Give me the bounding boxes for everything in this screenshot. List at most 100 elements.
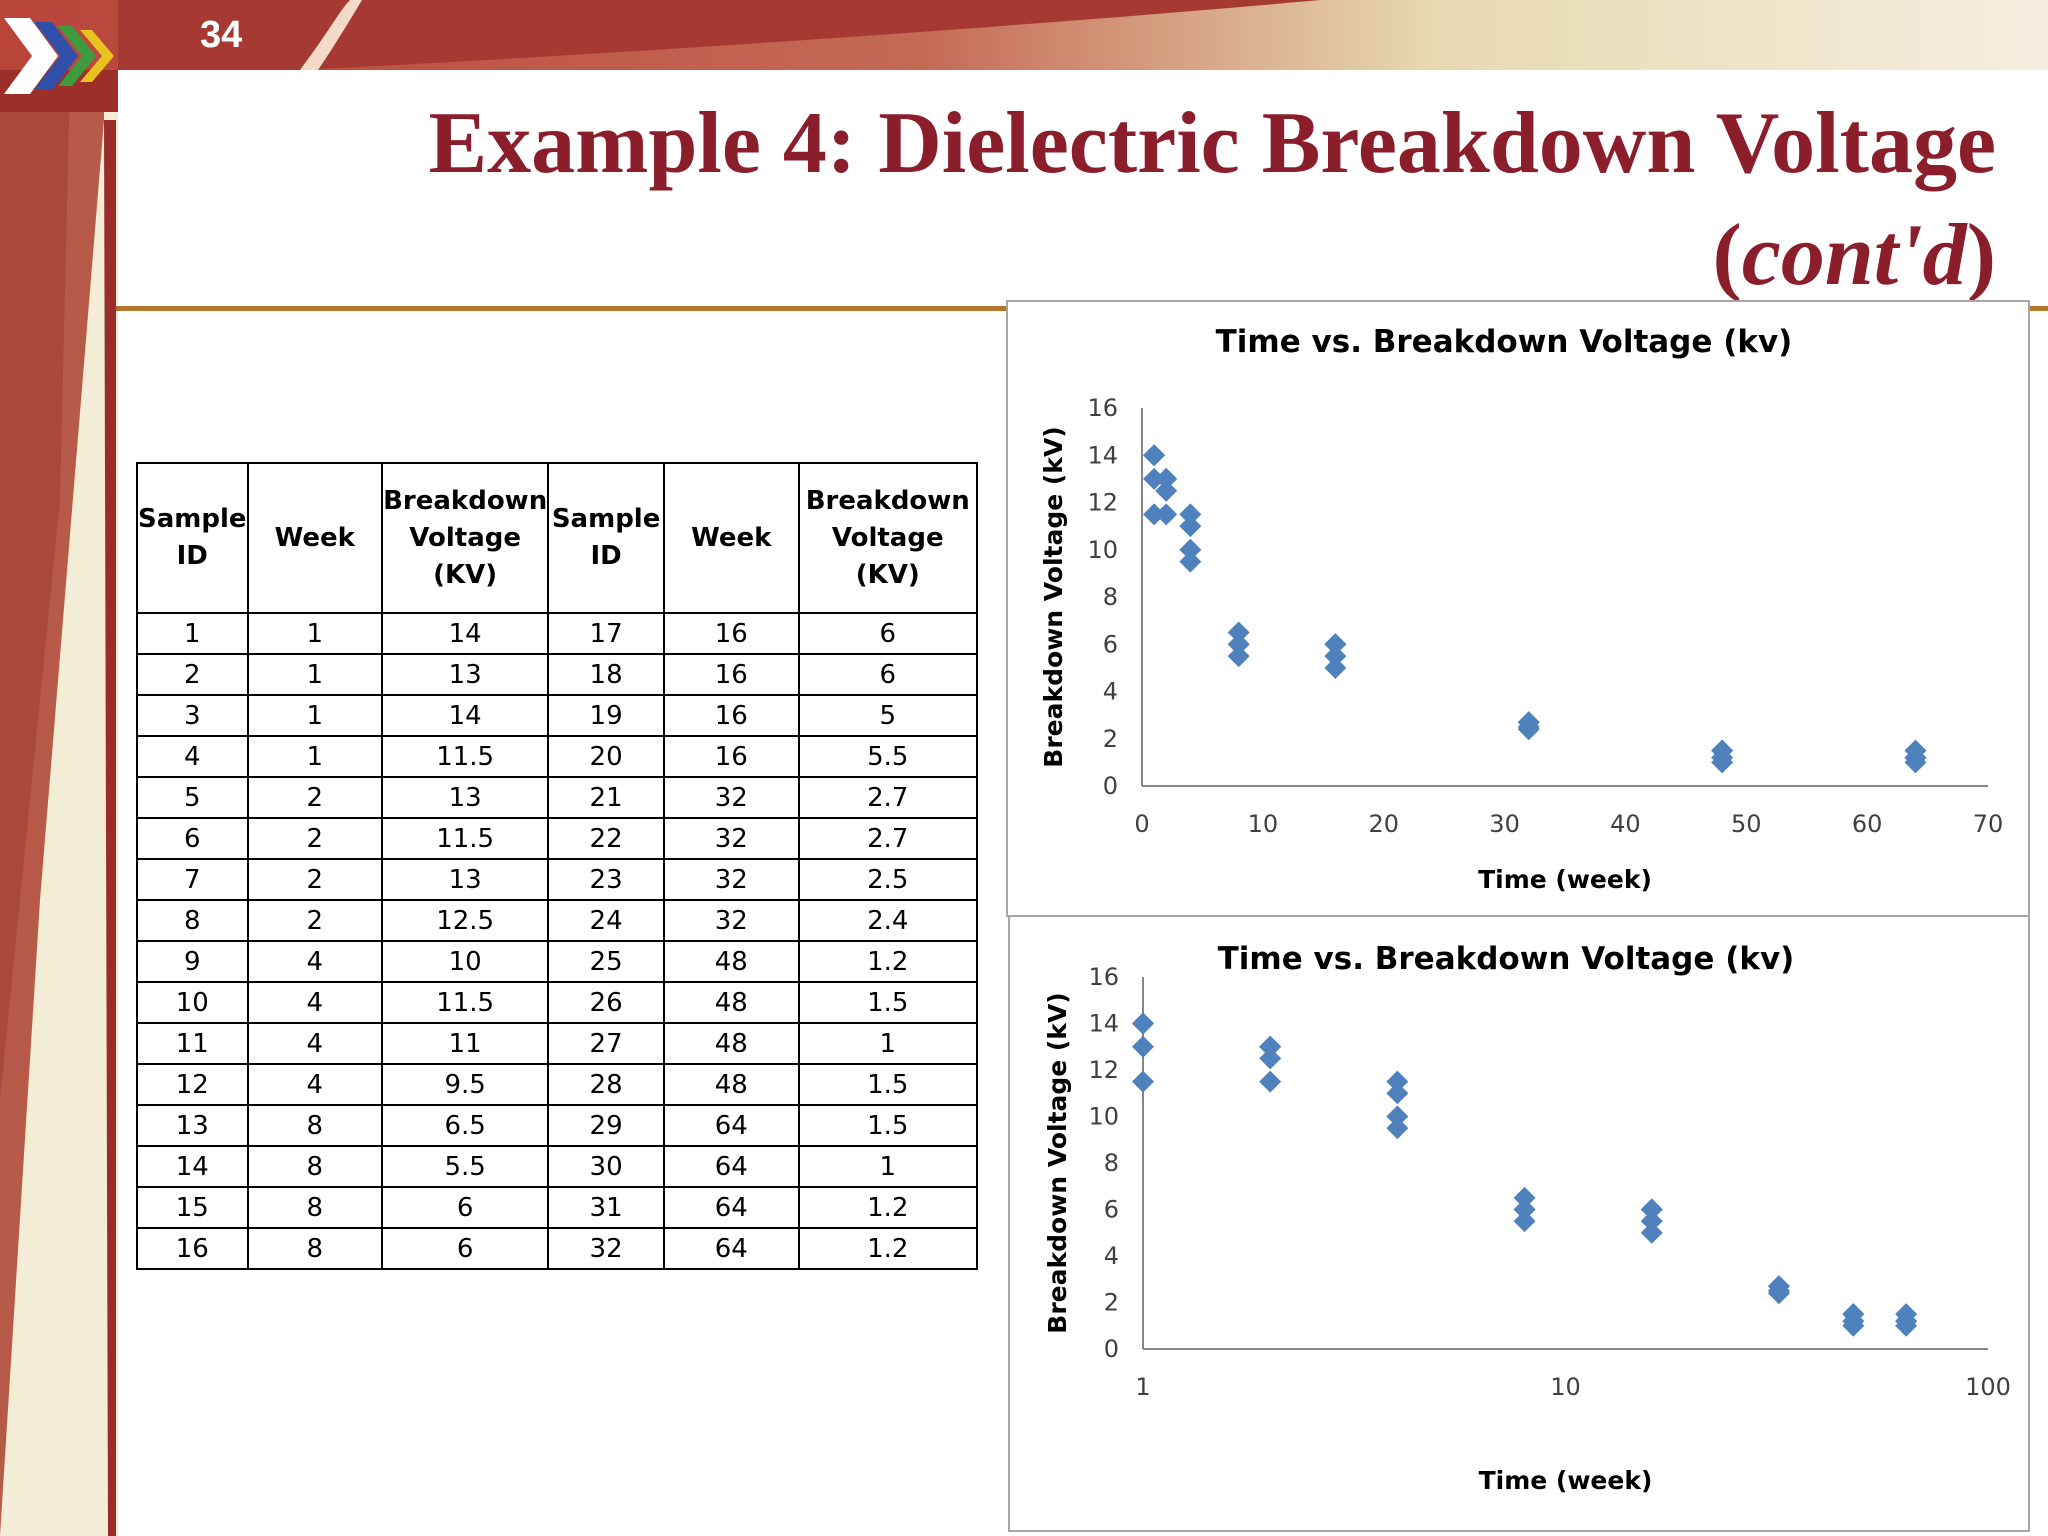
y-tick-label: 0 [1103, 772, 1118, 800]
y-tick-label: 6 [1103, 630, 1118, 658]
table-cell: 2 [246, 817, 384, 860]
table-cell: 23 [547, 858, 665, 901]
data-point [1179, 538, 1202, 561]
x-tick-label: 60 [1852, 810, 1883, 838]
column-header-line: Breakdown [383, 485, 548, 516]
table-cell: 1.5 [797, 981, 979, 1024]
table-cell: 4 [246, 1063, 384, 1106]
column-header-line: Week [691, 522, 772, 553]
data-point [1640, 1198, 1663, 1221]
table-cell: 31 [547, 1186, 665, 1229]
table-cell: 9 [136, 940, 249, 983]
table-cell: 16 [662, 653, 800, 696]
table-cell: 6 [797, 612, 979, 655]
x-axis-label: Time (week) [1479, 1466, 1653, 1495]
table-cell: 24 [547, 899, 665, 942]
table-cell: 3 [136, 694, 249, 737]
table-cell: 30 [547, 1145, 665, 1188]
table-cell: 6 [381, 1227, 550, 1270]
table-cell: 4 [246, 981, 384, 1024]
table-cell: 2.4 [797, 899, 979, 942]
table-row: 11 4 11 27 48 1 [136, 1022, 979, 1065]
title-contd: cont'd [1741, 207, 1967, 304]
table-cell: 10 [136, 981, 249, 1024]
table-cell: 1 [246, 694, 384, 737]
table-cell: 26 [547, 981, 665, 1024]
table-cell: 13 [136, 1104, 249, 1147]
y-axis-label: Breakdown Voltage (kV) [1043, 992, 1072, 1333]
table-cell: 12 [136, 1063, 249, 1106]
column-header-line: Voltage [409, 522, 521, 553]
data-point [1517, 718, 1540, 741]
table-cell: 14 [136, 1145, 249, 1188]
table-row: 3 1 14 19 16 5 [136, 694, 979, 737]
table-cell: 2.7 [797, 776, 979, 819]
table-cell: 11.5 [381, 981, 550, 1024]
y-tick-label: 14 [1088, 1010, 1119, 1038]
table-cell: 2.5 [797, 858, 979, 901]
data-point [1767, 1282, 1790, 1305]
table-header-row: Sample ID Week Breakdown Voltage (KV) Sample ID… [136, 462, 979, 614]
y-tick-label: 10 [1088, 1103, 1119, 1131]
title-subtitle: (cont'd) [296, 200, 1996, 312]
data-point [1155, 467, 1178, 490]
table-cell: 6 [381, 1186, 550, 1229]
table-cell: 9.5 [381, 1063, 550, 1106]
chart-linear: Time vs. Breakdown Voltage (kv) 0 2 4 6 8 10 12… [1006, 300, 2030, 917]
table-cell: 32 [662, 817, 800, 860]
data-point [1324, 633, 1347, 656]
table-cell: 28 [547, 1063, 665, 1106]
data-point [1386, 1082, 1409, 1105]
title-main: Example 4: Dielectric Breakdown Voltage [428, 95, 1996, 192]
table-cell: 4 [246, 940, 384, 983]
chart-title: Time vs. Breakdown Voltage (kv) [1218, 941, 1795, 977]
table-cell: 27 [547, 1022, 665, 1065]
x-tick-label: 100 [1965, 1373, 2011, 1401]
column-header-line: Sample [138, 504, 247, 534]
table-cell: 4 [246, 1022, 384, 1065]
table-cell: 5.5 [381, 1145, 550, 1188]
data-point [1227, 621, 1250, 644]
table-cell: 29 [547, 1104, 665, 1147]
data-point [1513, 1186, 1536, 1209]
column-header-line: Sample [551, 504, 661, 534]
table-cell: 5 [797, 694, 979, 737]
data-point [1513, 1210, 1536, 1233]
table-cell: 8 [246, 1227, 384, 1270]
y-tick-label: 10 [1087, 536, 1118, 564]
table-cell: 16 [662, 735, 800, 778]
table-cell: 1.2 [797, 1186, 979, 1229]
data-point [1227, 645, 1250, 668]
table-cell: 64 [662, 1104, 800, 1147]
table-cell: 32 [662, 858, 800, 901]
logo-chevron-icon [4, 18, 114, 94]
y-tick-label: 8 [1104, 1149, 1119, 1177]
x-tick-label: 40 [1610, 810, 1641, 838]
column-header: Sample ID [547, 462, 665, 614]
table-cell: 20 [547, 735, 665, 778]
x-tick-label: 10 [1248, 810, 1279, 838]
table-row: 10 4 11.5 26 48 1.5 [136, 981, 979, 1024]
table-cell: 13 [381, 653, 550, 696]
column-header-line: (KV) [855, 559, 920, 590]
table-cell: 14 [381, 612, 550, 655]
table-cell: 25 [547, 940, 665, 983]
table-cell: 7 [136, 858, 249, 901]
chart-log: Time vs. Breakdown Voltage (kv) 0 2 4 6 8 10 12… [1008, 915, 2030, 1532]
data-point [1842, 1303, 1865, 1326]
y-tick-label: 2 [1104, 1289, 1119, 1317]
data-table: Sample ID Week Breakdown Voltage (KV) Sample ID… [136, 462, 979, 1270]
data-point [1179, 550, 1202, 573]
data-point [1640, 1210, 1663, 1233]
table-cell: 16 [662, 612, 800, 655]
table-row: 15 8 6 31 64 1.2 [136, 1186, 979, 1229]
table-cell: 5 [136, 776, 249, 819]
data-point [1711, 751, 1734, 774]
table-cell: 5.5 [797, 735, 979, 778]
table-row: 1 1 14 17 16 6 [136, 612, 979, 655]
table-cell: 2 [246, 858, 384, 901]
table-row: 14 8 5.5 30 64 1 [136, 1145, 979, 1188]
table-cell: 4 [136, 735, 249, 778]
table-cell: 8 [246, 1186, 384, 1229]
table-cell: 6 [797, 653, 979, 696]
